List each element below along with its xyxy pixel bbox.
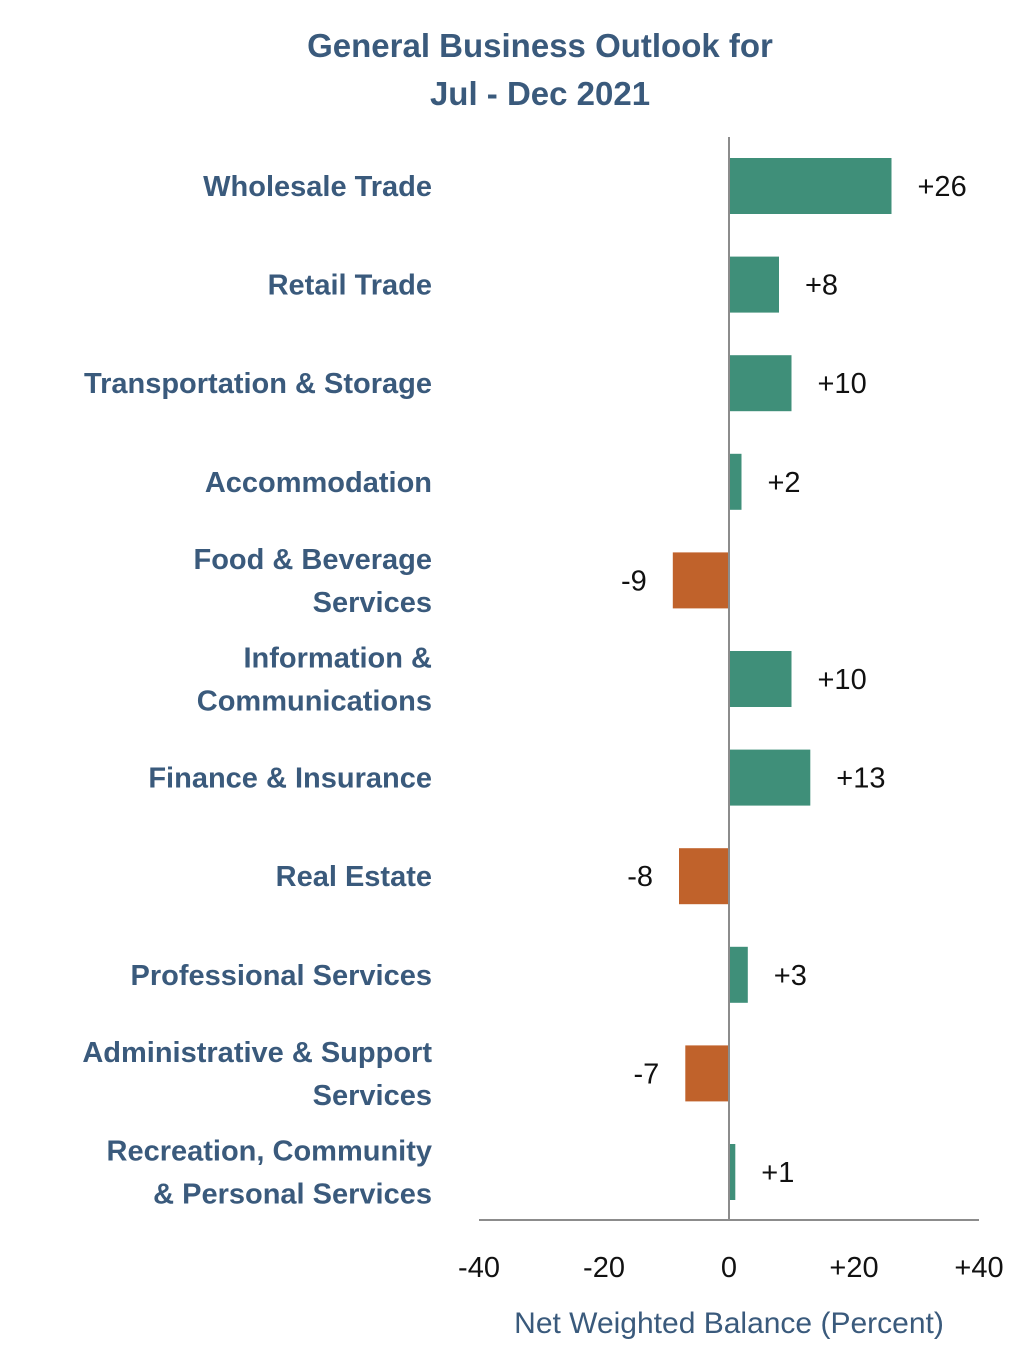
chart-title: General Business Outlook for Jul - Dec 2… — [240, 22, 840, 118]
data-label: +26 — [918, 171, 967, 203]
data-label: +13 — [836, 763, 885, 795]
bar — [672, 552, 730, 609]
bar — [729, 256, 779, 313]
category-label: Retail Trade — [268, 270, 432, 302]
chart-title-line-1: General Business Outlook for — [307, 27, 773, 64]
category-label: Transportation & Storage — [84, 368, 432, 400]
bar — [729, 453, 742, 510]
bar — [729, 158, 892, 214]
bar — [679, 848, 729, 905]
data-label: -8 — [627, 861, 653, 893]
x-tick-label: -20 — [583, 1252, 625, 1284]
category-label: Food & Beverage — [194, 544, 433, 576]
category-label: Recreation, Community — [107, 1136, 433, 1168]
category-label: Real Estate — [276, 861, 432, 893]
bar — [729, 749, 811, 806]
data-label: -7 — [634, 1058, 660, 1090]
bar — [729, 946, 748, 1003]
category-label: Communications — [197, 686, 432, 718]
data-label: +10 — [818, 664, 867, 696]
category-label: Professional Services — [131, 960, 432, 992]
category-label: & Personal Services — [153, 1179, 432, 1211]
data-label: +3 — [774, 960, 807, 992]
data-label: +2 — [768, 467, 801, 499]
bar — [685, 1045, 730, 1102]
category-label: Administrative & Support — [82, 1037, 432, 1069]
category-label: Services — [313, 1080, 432, 1112]
data-label: +10 — [818, 368, 867, 400]
category-label: Wholesale Trade — [203, 171, 432, 203]
category-label: Services — [313, 587, 432, 619]
chart-title-line-2: Jul - Dec 2021 — [429, 75, 651, 112]
bar — [729, 355, 792, 412]
x-tick-label: 0 — [721, 1252, 737, 1284]
x-tick-label: -40 — [458, 1252, 500, 1284]
x-tick-label: +40 — [954, 1252, 1003, 1284]
category-label: Information & — [244, 643, 433, 675]
bar — [729, 651, 792, 707]
category-label: Finance & Insurance — [148, 763, 432, 795]
category-label: Accommodation — [205, 467, 432, 499]
data-label: +1 — [761, 1157, 794, 1189]
data-label: -9 — [621, 565, 647, 597]
data-label: +8 — [805, 270, 838, 302]
bar — [729, 1144, 736, 1200]
x-tick-label: +20 — [829, 1252, 878, 1284]
x-axis-title: Net Weighted Balance (Percent) — [514, 1307, 944, 1340]
